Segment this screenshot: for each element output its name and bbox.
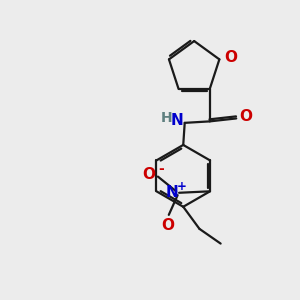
Text: O: O bbox=[161, 218, 174, 233]
Text: N: N bbox=[170, 113, 183, 128]
Text: H: H bbox=[161, 111, 172, 125]
Text: O: O bbox=[224, 50, 237, 65]
Text: O: O bbox=[239, 110, 252, 124]
Text: O: O bbox=[142, 167, 155, 182]
Text: -: - bbox=[158, 162, 164, 176]
Text: +: + bbox=[176, 180, 186, 193]
Text: N: N bbox=[166, 185, 178, 200]
